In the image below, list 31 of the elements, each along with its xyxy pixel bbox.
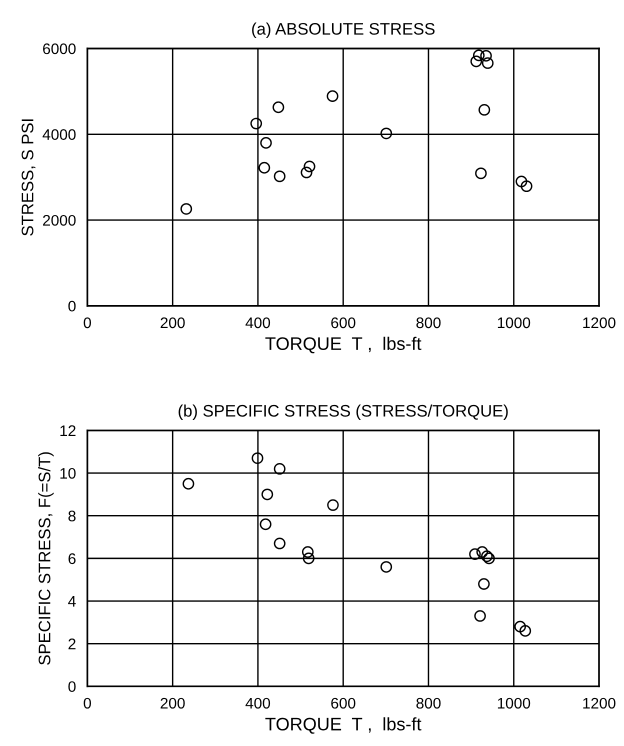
- x-tick-label: 600: [331, 317, 356, 328]
- x-tick-label: 400: [246, 698, 270, 709]
- x-tick-label: 1200: [583, 698, 616, 709]
- y-tick-label: 6: [68, 553, 76, 564]
- y-tick-label: 4: [68, 596, 76, 607]
- y-axis-title: STRESS, S PSI: [22, 119, 36, 236]
- y-tick-label: 0: [68, 681, 76, 692]
- x-tick-label: 200: [160, 317, 185, 328]
- x-tick-label: 0: [84, 317, 92, 328]
- x-tick-label: 800: [416, 698, 441, 709]
- chart-title: (a) ABSOLUTE STRESS: [252, 22, 435, 38]
- y-tick-label: 12: [60, 425, 76, 436]
- x-tick-label: 1000: [498, 317, 530, 328]
- x-tick-label: 600: [331, 698, 356, 709]
- x-tick-label: 0: [84, 698, 92, 709]
- y-tick-label: 4000: [42, 129, 76, 140]
- x-tick-label: 400: [246, 317, 270, 328]
- y-tick-label: 8: [68, 510, 76, 522]
- x-tick-label: 200: [160, 698, 185, 709]
- y-tick-label: 10: [60, 468, 76, 479]
- y-tick-label: 6000: [43, 43, 76, 54]
- x-axis-title: TORQUE T , lbs-ft: [265, 717, 422, 734]
- y-axis-title: SPECIFIC STRESS, F(=S/T): [38, 452, 54, 665]
- y-tick-label: 0: [68, 300, 76, 312]
- x-tick-label: 1000: [498, 698, 530, 709]
- y-tick-label: 2000: [43, 214, 76, 226]
- x-tick-label: 1200: [583, 317, 616, 328]
- chart-title: (b) SPECIFIC STRESS (STRESS/TORQUE): [178, 404, 508, 420]
- x-tick-label: 800: [416, 317, 441, 328]
- y-tick-label: 2: [68, 638, 76, 650]
- x-axis-title: TORQUE T , lbs-ft: [265, 336, 422, 354]
